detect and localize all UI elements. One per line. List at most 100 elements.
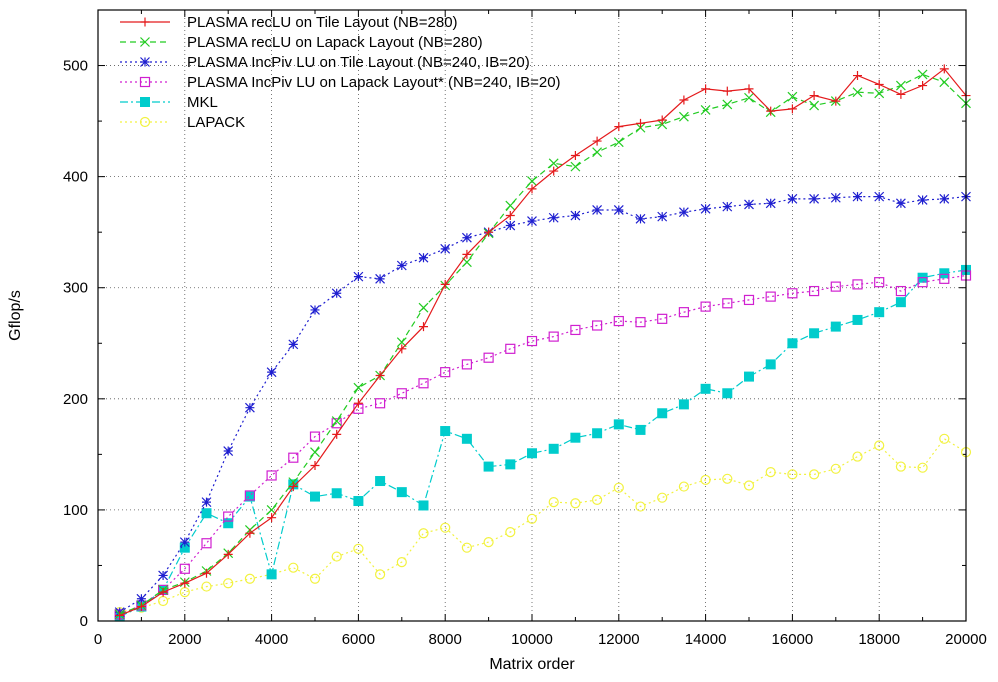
x-tick-label: 16000	[772, 631, 814, 648]
data-point	[592, 136, 602, 146]
data-point	[115, 610, 125, 620]
data-point	[635, 317, 646, 328]
data-point	[440, 243, 451, 254]
data-point	[461, 542, 472, 553]
data-point	[548, 497, 559, 508]
data-point	[353, 382, 364, 393]
data-point	[375, 476, 386, 487]
data-point	[700, 203, 711, 214]
series-line	[119, 438, 967, 613]
data-point	[288, 452, 299, 463]
series-line	[119, 196, 967, 613]
data-point	[722, 473, 733, 484]
y-tick-label: 0	[80, 613, 88, 630]
data-point	[874, 88, 885, 99]
data-point	[461, 359, 472, 370]
data-point	[310, 305, 320, 315]
legend-marker	[140, 97, 150, 107]
x-tick-label: 12000	[598, 631, 640, 648]
y-tick-label: 400	[63, 169, 88, 186]
data-point	[505, 343, 516, 354]
data-point	[700, 383, 711, 394]
data-point	[484, 227, 494, 237]
data-point	[722, 298, 733, 309]
data-point	[765, 359, 776, 370]
data-point	[223, 518, 234, 529]
data-point	[657, 408, 668, 419]
data-point	[570, 432, 581, 443]
legend-entry: PLASMA IncPiv LU on Lapack Layout* (NB=2…	[120, 74, 561, 91]
data-point	[310, 491, 320, 502]
data-point	[635, 424, 646, 435]
data-point	[549, 166, 559, 176]
data-point	[852, 191, 863, 202]
data-point	[613, 482, 624, 493]
x-tick-label: 2000	[168, 631, 201, 648]
legend-entry: LAPACK	[120, 114, 245, 131]
data-point	[700, 301, 711, 312]
data-point	[440, 522, 451, 533]
data-point	[635, 501, 646, 512]
data-point	[223, 446, 234, 456]
series-layer	[114, 64, 972, 622]
data-point	[244, 573, 255, 584]
data-point	[743, 294, 755, 306]
x-tick-label: 6000	[342, 631, 375, 648]
data-point	[678, 307, 690, 318]
data-point	[288, 339, 299, 350]
data-point	[462, 249, 472, 259]
data-point	[310, 447, 320, 458]
series-5	[114, 264, 971, 622]
data-point	[614, 122, 624, 132]
data-point	[548, 443, 559, 454]
data-point	[266, 367, 277, 378]
series-line	[119, 68, 967, 616]
y-tick-label: 500	[63, 58, 88, 75]
data-point	[787, 469, 798, 480]
series-1	[115, 64, 971, 620]
data-point	[570, 161, 581, 172]
data-point	[505, 459, 516, 470]
data-point	[895, 297, 906, 308]
data-point	[895, 285, 907, 297]
data-point	[830, 463, 841, 474]
data-point	[179, 563, 190, 574]
data-point	[895, 80, 906, 91]
data-point	[526, 335, 538, 347]
data-point	[874, 277, 885, 288]
legend-label: LAPACK	[187, 114, 245, 131]
data-point	[245, 528, 255, 538]
data-point	[657, 115, 667, 125]
x-tick-label: 4000	[255, 631, 288, 648]
legend-label: PLASMA IncPiv LU on Lapack Layout* (NB=2…	[187, 74, 561, 91]
data-point	[288, 482, 298, 492]
data-point	[744, 199, 754, 210]
legend-label: MKL	[187, 94, 218, 111]
data-point	[896, 89, 906, 99]
data-point	[375, 569, 386, 580]
series-3	[114, 191, 971, 618]
x-tick-label: 0	[94, 631, 102, 648]
legend-marker	[139, 76, 151, 88]
tick-labels: 0 2000 4000 6000 8000 10000 12000 14000 16000 180…	[63, 58, 987, 648]
data-point	[830, 281, 841, 292]
data-point	[461, 232, 472, 243]
data-point	[179, 587, 190, 598]
data-point	[744, 92, 754, 103]
data-point	[743, 480, 755, 491]
x-tick-label: 20000	[945, 631, 987, 648]
data-point	[722, 388, 733, 399]
data-point	[483, 352, 494, 363]
data-point	[744, 371, 754, 382]
data-point	[678, 481, 690, 492]
data-point	[701, 84, 711, 94]
plot-frame	[97, 9, 967, 622]
series-2	[114, 69, 971, 620]
data-point	[288, 562, 299, 573]
y-tick-label: 300	[63, 280, 88, 297]
data-point	[202, 568, 211, 578]
data-point	[808, 469, 820, 480]
data-point	[527, 176, 537, 187]
data-point	[765, 198, 776, 209]
